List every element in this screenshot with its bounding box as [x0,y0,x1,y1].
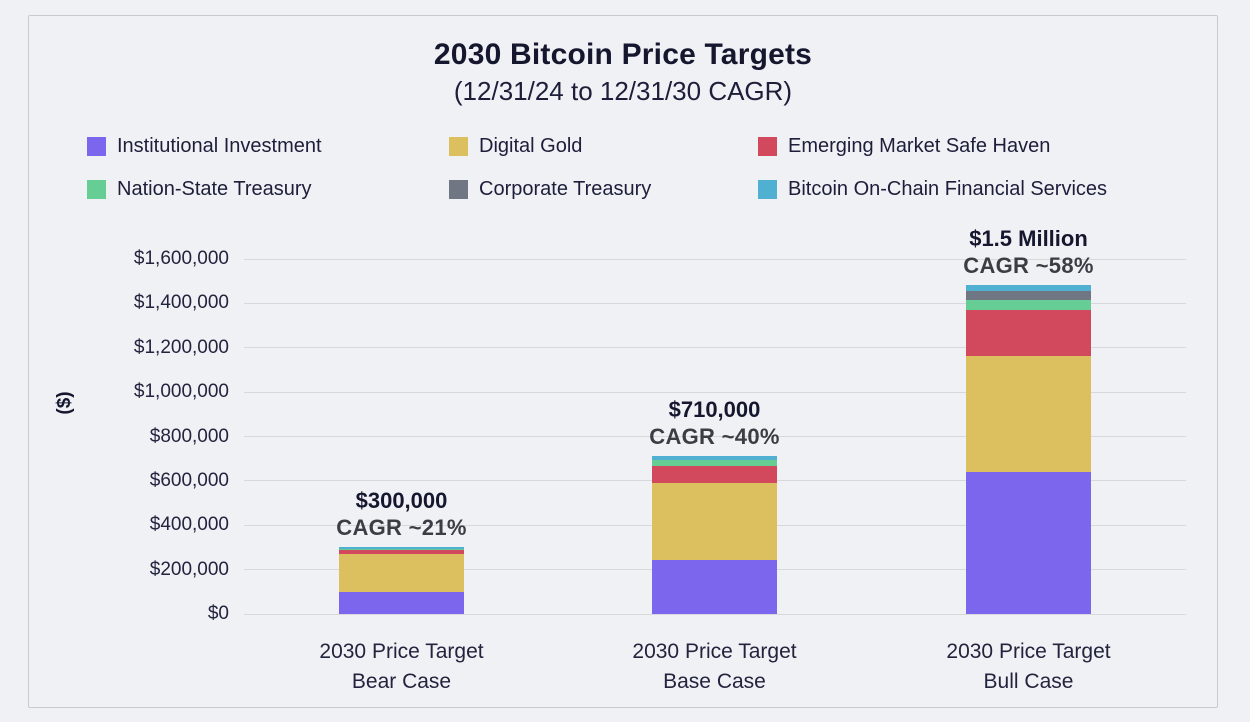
chart-title: 2030 Bitcoin Price Targets [433,38,813,71]
bar-segment-emerging-market-safe-haven [339,549,464,554]
annotation-cagr: CAGR ~58% [963,253,1094,279]
bar-segment-digital-gold [966,355,1091,472]
bar-segment-emerging-market-safe-haven [652,465,777,484]
bar-segment-bitcoin-on-chain-financial-services [339,547,464,550]
y-tick-label: $1,000,000 [133,381,229,403]
legend-label: Bitcoin On-Chain Financial Services [788,177,1108,200]
y-tick-label: $400,000 [149,514,229,536]
legend-item-bitcoin-on-chain-financial-services: Bitcoin On-Chain Financial Services [758,174,1107,204]
plot-area: $300,000 CAGR ~21% $710,000 CAGR ~40% $1.5 M… [244,226,1186,615]
gridline [244,391,1186,393]
legend-swatch-icon [758,179,777,199]
bar-segment-nation-state-treasury [966,300,1091,311]
annotation-price-target: $1.5 Million [969,226,1088,252]
y-tick-label: $1,600,000 [133,248,229,269]
stacked-bar-base-case [652,456,777,614]
legend-swatch-icon [87,179,106,199]
legend-item-digital-gold: Digital Gold [449,131,758,161]
bar-segment-digital-gold [652,483,777,560]
bar-annotation: $300,000 CAGR ~21% [252,487,552,541]
gridline [244,347,1186,349]
chart-subtitle: (12/31/24 to 12/31/30 CAGR) [453,76,793,106]
legend-item-nation-state-treasury: Nation-State Treasury [87,174,449,204]
x-axis-category-label: 2030 Price Target Base Case [632,640,797,693]
legend-swatch-icon [449,179,468,199]
legend-label: Emerging Market Safe Haven [788,134,1051,157]
bar-segment-bitcoin-on-chain-financial-services [652,456,777,461]
x-axis-category-label: 2030 Price Target Bear Case [319,640,484,693]
bar-annotation: $1.5 Million CAGR ~58% [879,225,1179,279]
y-tick-label: $1,200,000 [133,336,229,358]
gridline [244,258,1186,260]
y-tick-label: $600,000 [149,469,229,491]
bar-segment-digital-gold [339,553,464,592]
y-tick-label: $200,000 [149,558,229,580]
gridline [244,302,1186,304]
annotation-cagr: CAGR ~21% [336,515,467,541]
y-axis-tick-labels: $0 $200,000 $400,000 $600,000 $800,000 $1,000… [69,248,229,624]
gridline [244,436,1186,437]
bar-segment-institutional-investment [652,559,777,614]
legend-item-institutional-investment: Institutional Investment [87,131,449,161]
legend-swatch-icon [87,136,106,156]
annotation-cagr: CAGR ~40% [649,424,780,450]
gridline [244,613,1186,615]
legend-item-emerging-market-safe-haven: Emerging Market Safe Haven [758,131,1107,161]
annotation-price-target: $710,000 [668,397,761,423]
bar-segment-emerging-market-safe-haven [966,310,1091,356]
annotation-price-target: $300,000 [355,488,448,514]
legend-item-corporate-treasury: Corporate Treasury [449,174,758,204]
stacked-bar-bear-case [339,547,464,614]
legend-swatch-icon [449,136,468,156]
bar-segment-institutional-investment [339,591,464,614]
bar-annotation: $710,000 CAGR ~40% [565,396,865,450]
legend: Institutional Investment Digital Gold Em… [87,131,1107,204]
bar-segment-bitcoin-on-chain-financial-services [966,285,1091,292]
x-axis-category-label: 2030 Price Target Bull Case [946,640,1111,693]
chart-panel: 2030 Bitcoin Price Targets (12/31/24 to … [28,15,1218,708]
legend-label: Digital Gold [479,134,583,157]
legend-label: Corporate Treasury [479,177,652,200]
y-tick-label: $800,000 [149,425,229,447]
bar-segment-nation-state-treasury [652,460,777,466]
legend-swatch-icon [758,136,777,156]
y-tick-label: $1,400,000 [133,292,229,314]
bar-segment-institutional-investment [966,472,1091,614]
legend-label: Institutional Investment [117,134,322,157]
stacked-bar-bull-case [966,285,1091,614]
bar-segment-corporate-treasury [966,291,1091,301]
y-tick-label: $0 [207,603,229,624]
legend-label: Nation-State Treasury [117,177,312,200]
